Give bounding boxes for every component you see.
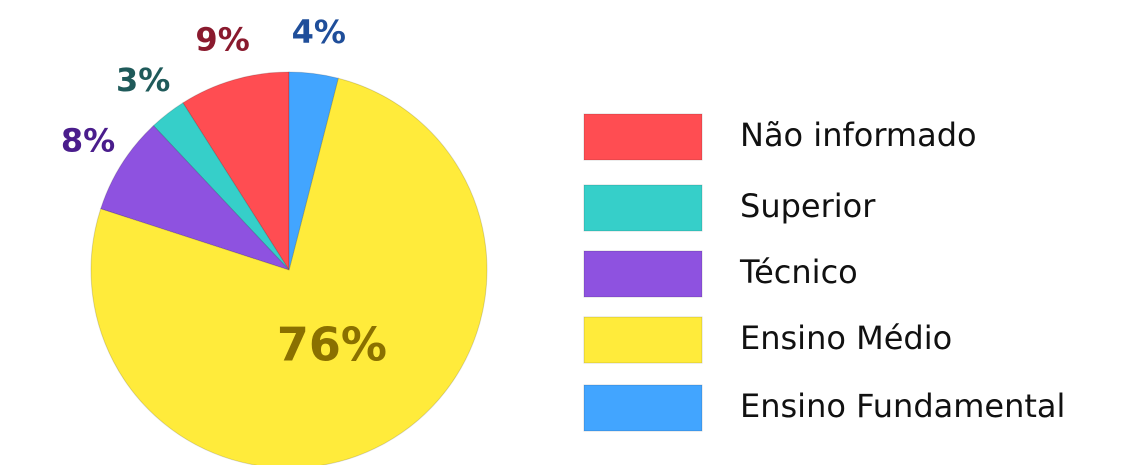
pie-slice [288,71,339,271]
legend-label: Técnico [739,253,858,291]
legend-swatch [583,184,703,232]
slice-label: 76% [277,318,387,372]
pie-slice [182,71,290,272]
slice-label: 9% [195,20,249,58]
pie-slice [100,124,290,271]
legend-swatch [583,113,703,161]
legend-label: Não informado [740,116,977,154]
legend-label: Ensino Fundamental [740,387,1065,425]
legend-swatch [583,384,703,432]
legend-swatch [583,316,703,364]
legend-label: Superior [740,187,876,225]
slice-label: 3% [116,61,170,99]
pie-slice [90,77,488,465]
legend-swatch [583,250,703,298]
pie-slice [152,102,290,271]
slice-label: 4% [292,13,346,51]
slice-label: 8% [61,121,115,159]
legend-label: Ensino Médio [740,319,952,357]
